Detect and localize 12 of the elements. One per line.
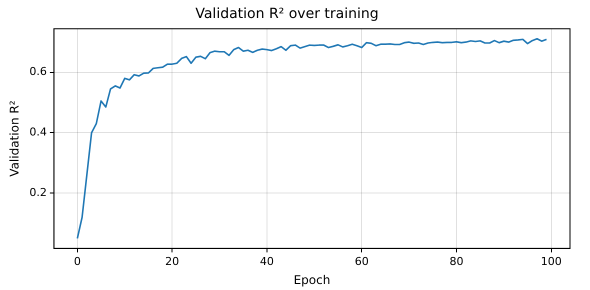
y-axis-title: Validation R² [7,100,22,177]
chart-title: Validation R² over training [195,6,379,22]
x-tick-label: 20 [165,254,180,268]
x-tick-label: 80 [449,254,464,268]
y-tick-label: 0.6 [29,65,47,78]
y-tick-label: 0.2 [29,186,47,199]
x-tick-label: 60 [354,254,369,268]
y-tick-label: 0.4 [29,126,47,139]
x-axis-title: Epoch [294,272,330,287]
x-tick-label: 40 [260,254,274,268]
x-tick-label: 100 [540,254,562,268]
x-tick-label: 0 [74,254,81,268]
